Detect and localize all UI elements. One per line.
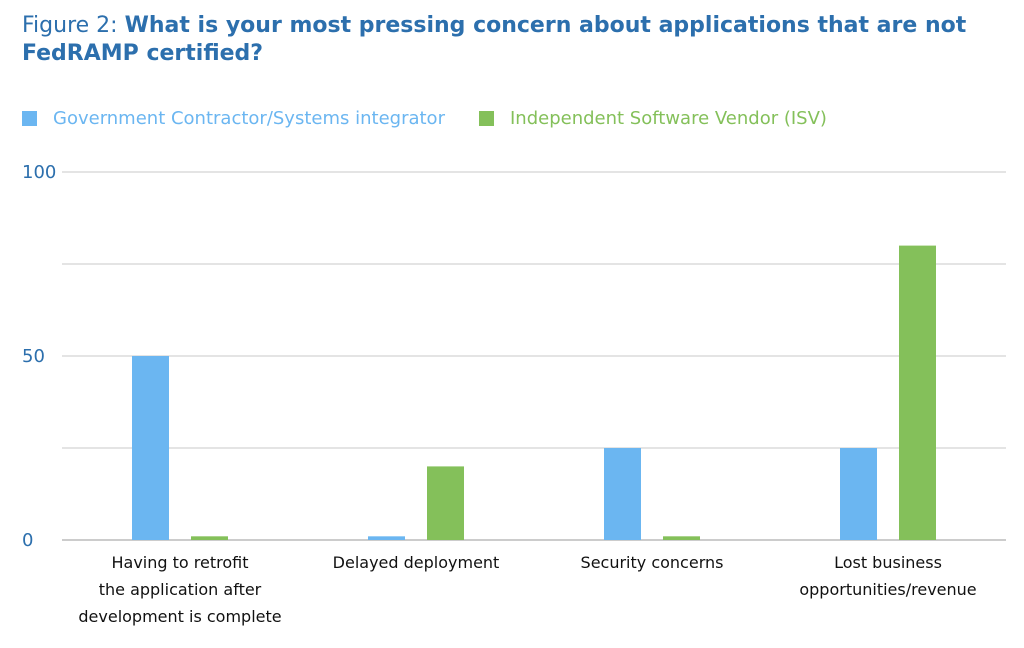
y-tick-label-100: 100 [22, 162, 56, 183]
legend: Government Contractor/Systems integrator… [22, 105, 861, 131]
legend-label-government-contractor: Government Contractor/Systems integrator [53, 107, 445, 129]
bar-government-contractor-category-4 [840, 448, 877, 540]
legend-item-government-contractor: Government Contractor/Systems integrator [22, 108, 445, 129]
chart-title-text: What is your most pressing concern about… [22, 13, 967, 66]
x-category-label-1: Having to retrofit the application after d… [78, 553, 281, 626]
x-category-label-line: Lost business [834, 553, 942, 572]
legend-item-isv: Independent Software Vendor (ISV) [478, 107, 827, 129]
x-category-label-4: Lost business opportunities/revenue [799, 553, 976, 599]
figure-label: Figure 2: [22, 13, 125, 38]
x-category-label-line: Having to retrofit [112, 553, 249, 572]
x-category-label-line: the application after [99, 580, 262, 599]
x-category-label-line: opportunities/revenue [799, 580, 976, 599]
bar-government-contractor-category-1 [132, 356, 169, 540]
bar-government-contractor-category-3 [604, 448, 641, 540]
legend-swatch-government-contractor [22, 110, 37, 126]
bar-isv-category-3 [663, 536, 700, 540]
bar-government-contractor-category-2 [368, 536, 405, 540]
chart-title: Figure 2: What is your most pressing con… [22, 12, 1002, 68]
x-category-label-line: development is complete [78, 607, 281, 626]
y-tick-label-0: 0 [22, 530, 33, 551]
bar-isv-category-1 [191, 536, 228, 540]
legend-swatch-isv [478, 110, 494, 126]
y-tick-label-50: 50 [22, 346, 45, 367]
legend-label-isv: Independent Software Vendor (ISV) [509, 107, 827, 129]
bar-isv-category-2 [427, 466, 464, 540]
x-category-label-line: Delayed deployment [333, 553, 500, 572]
x-category-label-line: Security concerns [581, 553, 724, 572]
x-category-label-3: Security concerns [581, 553, 724, 572]
bar-isv-category-4 [899, 245, 936, 540]
x-category-label-2: Delayed deployment [333, 553, 500, 572]
